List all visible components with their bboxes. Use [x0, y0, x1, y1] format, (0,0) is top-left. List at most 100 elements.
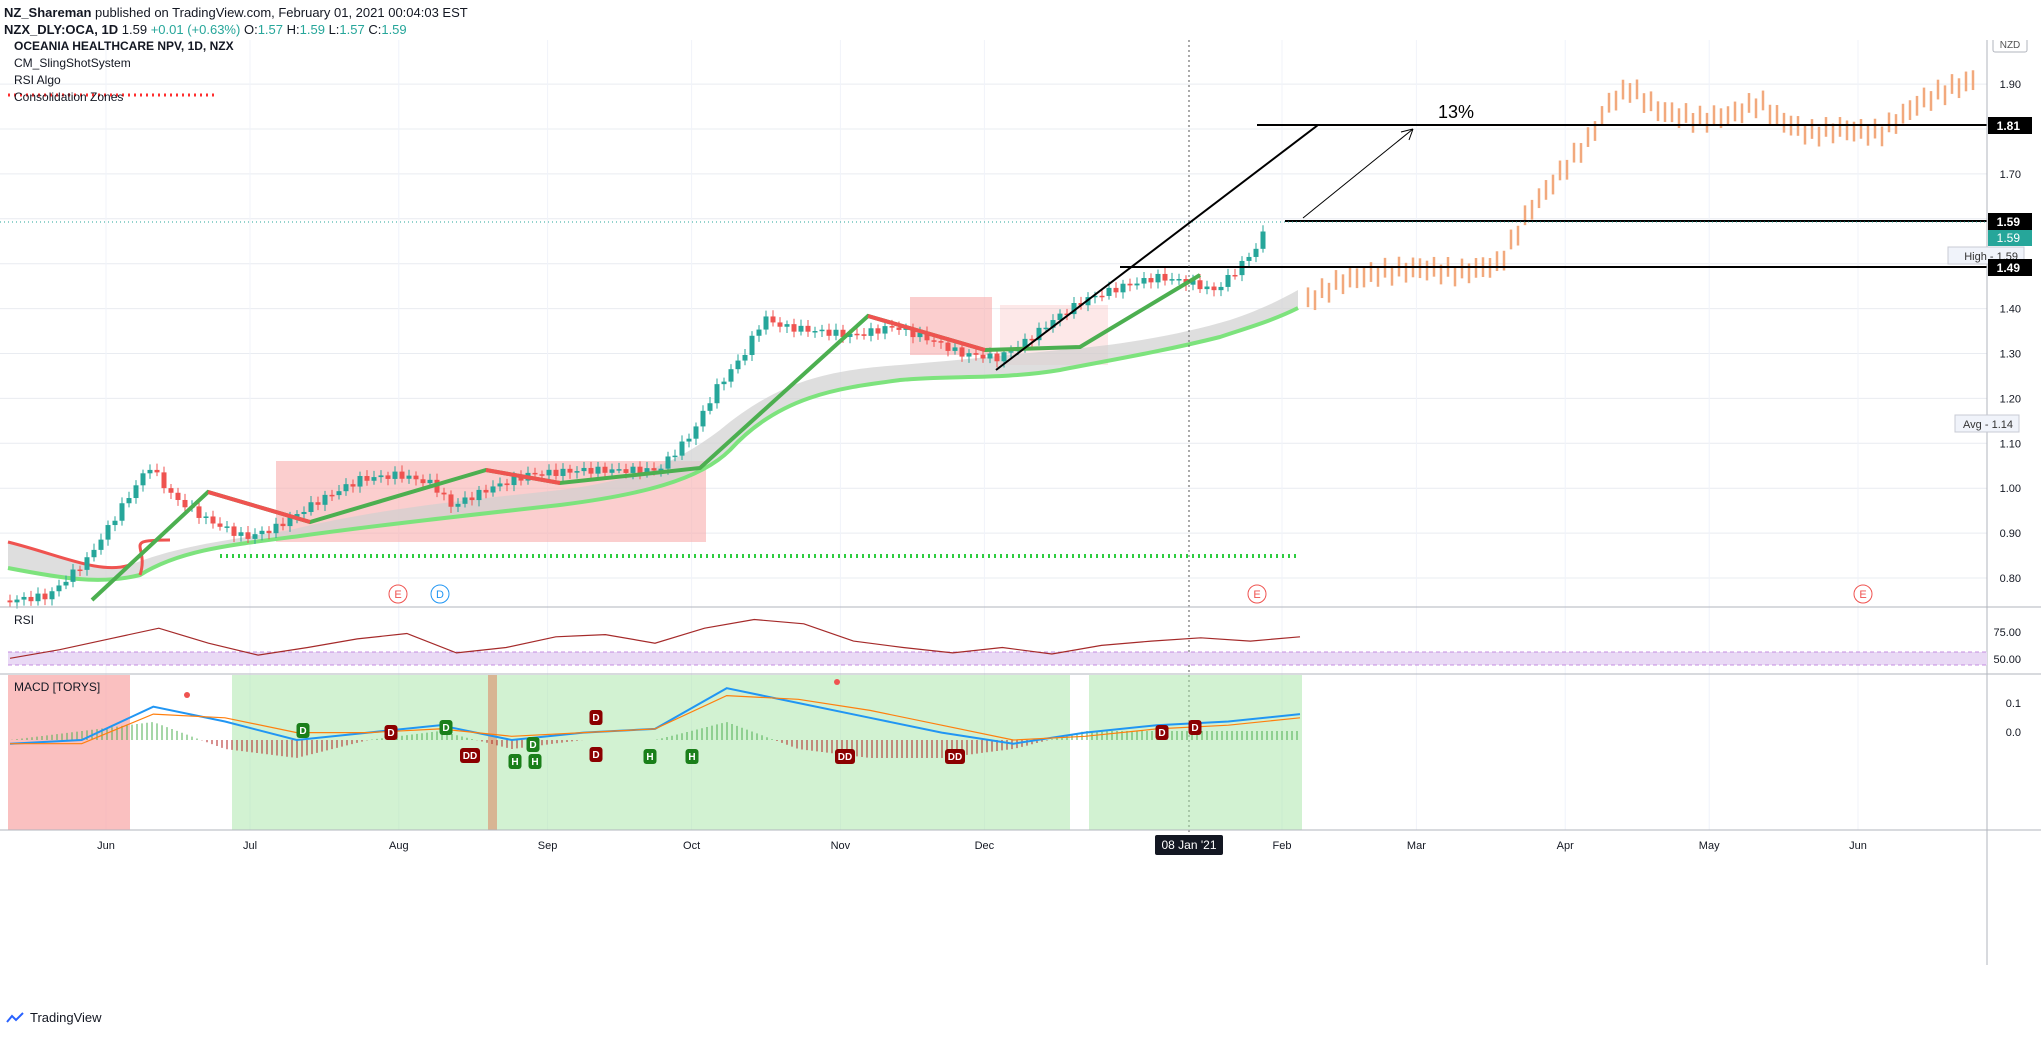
candle[interactable] — [1232, 274, 1238, 277]
candle[interactable] — [238, 532, 244, 536]
candle[interactable] — [413, 475, 419, 480]
candle[interactable] — [686, 438, 692, 442]
candle[interactable] — [700, 410, 706, 427]
candle[interactable] — [280, 523, 286, 527]
candle[interactable] — [70, 569, 76, 582]
candle[interactable] — [1113, 287, 1119, 293]
rsi-line[interactable] — [9, 618, 1301, 659]
price-scale[interactable]: 1.901.801.701.601.501.401.301.201.101.00… — [2000, 79, 2021, 585]
candle[interactable] — [854, 333, 860, 336]
candle[interactable] — [1064, 313, 1070, 316]
candle[interactable] — [406, 475, 412, 479]
candle[interactable] — [357, 476, 363, 487]
candle[interactable] — [819, 329, 825, 332]
trend-line[interactable] — [995, 124, 1319, 371]
candle[interactable] — [1106, 287, 1112, 296]
candle[interactable] — [98, 539, 104, 550]
candle[interactable] — [749, 335, 755, 355]
candle[interactable] — [798, 325, 804, 332]
candle[interactable] — [756, 329, 762, 336]
author-name[interactable]: NZ_Shareman — [4, 5, 92, 20]
candle[interactable] — [833, 329, 839, 336]
candle[interactable] — [714, 384, 720, 404]
candle[interactable] — [595, 466, 601, 474]
earnings-marker[interactable]: E — [1853, 584, 1873, 604]
candle[interactable] — [553, 469, 559, 476]
candle[interactable] — [1155, 273, 1161, 283]
candle[interactable] — [392, 471, 398, 479]
candle[interactable] — [483, 489, 489, 493]
candle[interactable] — [378, 475, 384, 478]
candle[interactable] — [161, 472, 167, 489]
legend-indicator[interactable]: Consolidation Zones — [14, 90, 123, 104]
macd-label[interactable]: MACD [TORYS] — [14, 680, 100, 694]
candle[interactable] — [707, 403, 713, 411]
candle[interactable] — [567, 468, 573, 473]
candle[interactable] — [693, 426, 699, 439]
candle[interactable] — [1043, 327, 1049, 330]
candle[interactable] — [868, 328, 874, 336]
signal-badge[interactable]: D — [526, 737, 540, 752]
candle[interactable] — [1204, 286, 1210, 290]
candle[interactable] — [35, 593, 41, 602]
candle[interactable] — [931, 340, 937, 342]
candle[interactable] — [364, 476, 370, 481]
candle[interactable] — [546, 469, 552, 476]
candle[interactable] — [770, 316, 776, 323]
candle[interactable] — [133, 485, 139, 499]
tradingview-footer[interactable]: TradingView — [6, 1010, 102, 1025]
candle[interactable] — [735, 360, 741, 370]
candle[interactable] — [917, 332, 923, 338]
candle[interactable] — [455, 503, 461, 507]
candle[interactable] — [504, 483, 510, 486]
signal-badge[interactable]: D — [589, 747, 603, 762]
candle[interactable] — [791, 324, 797, 332]
rsi-label[interactable]: RSI — [14, 613, 34, 627]
candle[interactable] — [1099, 295, 1105, 298]
signal-badge[interactable]: D — [1188, 720, 1202, 735]
candle[interactable] — [427, 479, 433, 484]
candle[interactable] — [210, 516, 216, 524]
candle[interactable] — [602, 466, 608, 473]
candle[interactable] — [56, 585, 62, 592]
candle[interactable] — [245, 532, 251, 539]
candle[interactable] — [742, 354, 748, 361]
candle[interactable] — [952, 347, 958, 351]
signal-badge[interactable]: H — [528, 754, 542, 769]
signal-badge[interactable]: H — [685, 749, 699, 764]
candle[interactable] — [1141, 278, 1147, 284]
candle[interactable] — [966, 353, 972, 357]
candle[interactable] — [1197, 280, 1203, 290]
candle[interactable] — [1029, 338, 1035, 341]
candle[interactable] — [336, 491, 342, 496]
candle[interactable] — [812, 331, 818, 333]
candle[interactable] — [301, 511, 307, 515]
candle[interactable] — [1134, 283, 1140, 286]
candle[interactable] — [1169, 279, 1175, 281]
candle[interactable] — [623, 469, 629, 473]
candle[interactable] — [77, 569, 83, 572]
time-axis[interactable]: Jun Jul Aug Sep Oct Nov Dec Feb Mar Apr May Jun — [97, 840, 1867, 852]
legend-indicator[interactable]: CM_SlingShotSystem — [14, 56, 131, 70]
candle[interactable] — [231, 526, 237, 536]
earnings-marker[interactable]: E — [1247, 584, 1267, 604]
candle[interactable] — [196, 506, 202, 518]
candle[interactable] — [1148, 278, 1154, 283]
candle[interactable] — [1050, 320, 1056, 328]
candle[interactable] — [889, 326, 895, 328]
candle[interactable] — [861, 334, 867, 336]
candle[interactable] — [448, 494, 454, 507]
candle[interactable] — [476, 489, 482, 501]
candle[interactable] — [343, 484, 349, 492]
candle[interactable] — [371, 477, 377, 481]
dividend-marker[interactable]: D — [430, 584, 450, 604]
candle[interactable] — [938, 341, 944, 343]
candle[interactable] — [224, 526, 230, 528]
candle[interactable] — [945, 342, 951, 351]
candle[interactable] — [840, 329, 846, 337]
candle[interactable] — [665, 456, 671, 469]
candle[interactable] — [420, 479, 426, 484]
candle[interactable] — [875, 328, 881, 334]
candle[interactable] — [777, 322, 783, 327]
candle[interactable] — [441, 492, 447, 495]
